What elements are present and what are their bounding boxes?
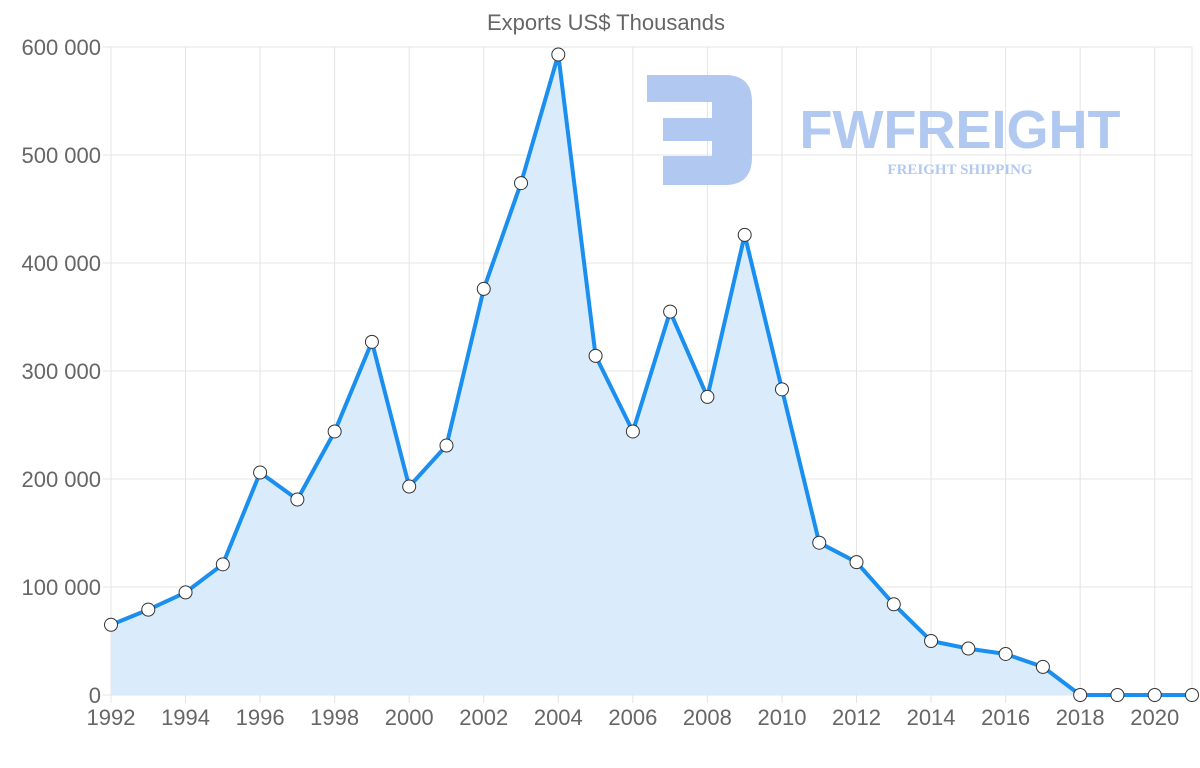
data-point [998,646,1013,661]
x-tick-label: 2014 [907,705,956,730]
data-point [737,227,752,242]
data-point [215,557,230,572]
data-point [588,348,603,363]
x-tick-label: 2002 [459,705,508,730]
x-tick-label: 2018 [1056,705,1105,730]
data-point [1110,688,1125,702]
data-point [924,634,939,648]
data-point [625,424,640,439]
data-point [141,602,156,617]
y-tick-label: 0 [89,683,101,708]
y-tick-label: 500 000 [21,143,101,168]
data-point [327,424,342,439]
points-layer [104,47,1199,702]
x-tick-label: 2008 [683,705,732,730]
x-tick-label: 1994 [161,705,210,730]
x-axis: 1992 1994 1996 1998 2000 2002 2004 2006 2008 2010… [87,705,1180,730]
y-tick-label: 400 000 [21,251,101,276]
watermark-brand: FWFREIGHT [800,100,1121,160]
data-point [402,479,417,494]
y-tick-label: 300 000 [21,359,101,384]
x-tick-label: 2004 [534,705,583,730]
data-point [663,304,678,319]
x-tick-label: 2016 [981,705,1030,730]
data-point [476,281,491,296]
data-point [253,465,268,480]
data-point [886,597,901,612]
data-point [1147,688,1162,702]
y-tick-label: 600 000 [21,35,101,60]
x-tick-label: 2000 [385,705,434,730]
y-tick-label: 100 000 [21,575,101,600]
x-tick-label: 2012 [832,705,881,730]
data-point [1185,688,1199,702]
y-axis: 0 100 000 200 000 300 000 400 000 500 000 600 … [21,35,101,708]
x-tick-label: 2006 [608,705,657,730]
data-point [961,641,976,656]
data-point [104,617,118,632]
data-point [364,334,379,349]
data-point [1035,659,1050,674]
data-point [514,176,529,191]
x-tick-label: 1998 [310,705,359,730]
data-point [1073,688,1088,702]
data-point [700,389,715,404]
data-point [551,47,566,62]
data-point [178,585,193,600]
y-tick-label: 200 000 [21,467,101,492]
x-tick-label: 1992 [87,705,136,730]
data-point [774,382,789,397]
x-tick-label: 1996 [236,705,285,730]
watermark-logo: FWFREIGHT FREIGHT SHIPPING [647,75,1120,185]
chart-title: Exports US$ Thousands [487,10,725,35]
x-tick-label: 2020 [1130,705,1179,730]
data-point [290,492,305,507]
data-point [812,535,827,550]
watermark-tagline: FREIGHT SHIPPING [887,162,1032,178]
data-point [439,438,454,453]
data-point [849,555,864,570]
x-tick-label: 2010 [757,705,806,730]
